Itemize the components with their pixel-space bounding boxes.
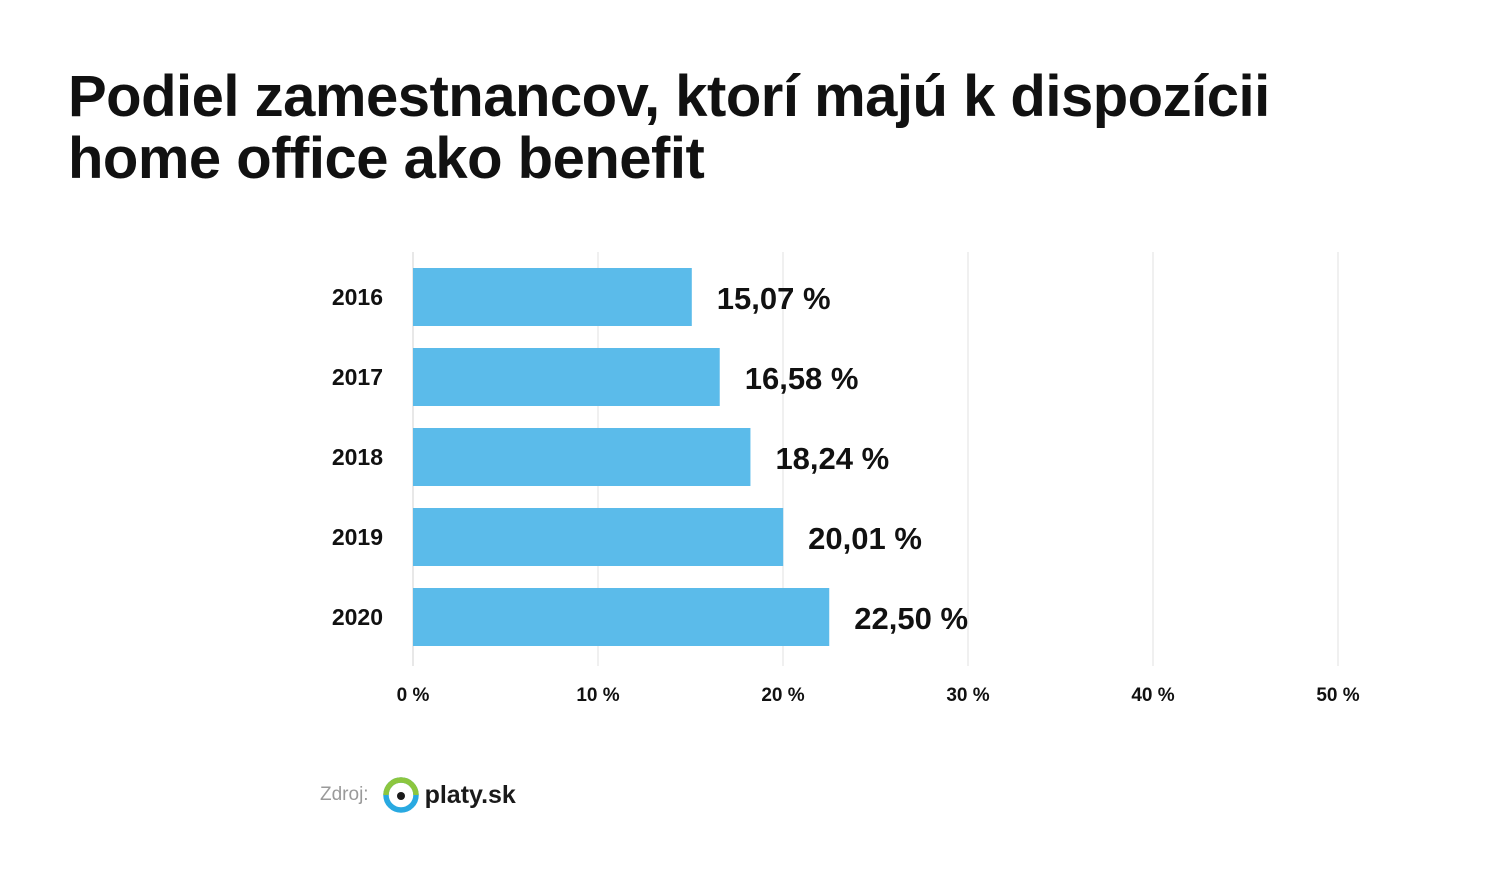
data-label: 22,50 % <box>854 601 968 636</box>
data-label: 15,07 % <box>717 281 831 316</box>
bar <box>413 268 692 326</box>
category-label: 2018 <box>332 444 383 470</box>
x-tick-label: 50 % <box>1316 685 1359 706</box>
source-brand: platy.sk <box>424 780 516 809</box>
bar <box>413 428 751 486</box>
chart-title: Podiel zamestnancov, ktorí majú k dispoz… <box>68 64 1270 191</box>
x-tick-label: 40 % <box>1131 685 1174 706</box>
bar <box>413 588 830 646</box>
data-label: 18,24 % <box>775 441 889 476</box>
category-label: 2020 <box>332 604 383 630</box>
category-label: 2016 <box>332 284 383 310</box>
x-tick-label: 10 % <box>576 685 619 706</box>
x-tick-label: 30 % <box>946 685 989 706</box>
category-label: 2017 <box>332 364 383 390</box>
x-tick-label: 20 % <box>761 685 804 706</box>
source-label: Zdroj: <box>320 784 369 805</box>
platy-logo-icon <box>382 777 419 813</box>
source-credit: Zdroj: platy.sk <box>320 772 516 818</box>
data-label: 16,58 % <box>745 361 859 396</box>
x-tick-label: 0 % <box>397 685 430 706</box>
bar <box>413 508 784 566</box>
bar <box>413 348 720 406</box>
category-label: 2019 <box>332 524 383 550</box>
data-label: 20,01 % <box>808 521 922 556</box>
